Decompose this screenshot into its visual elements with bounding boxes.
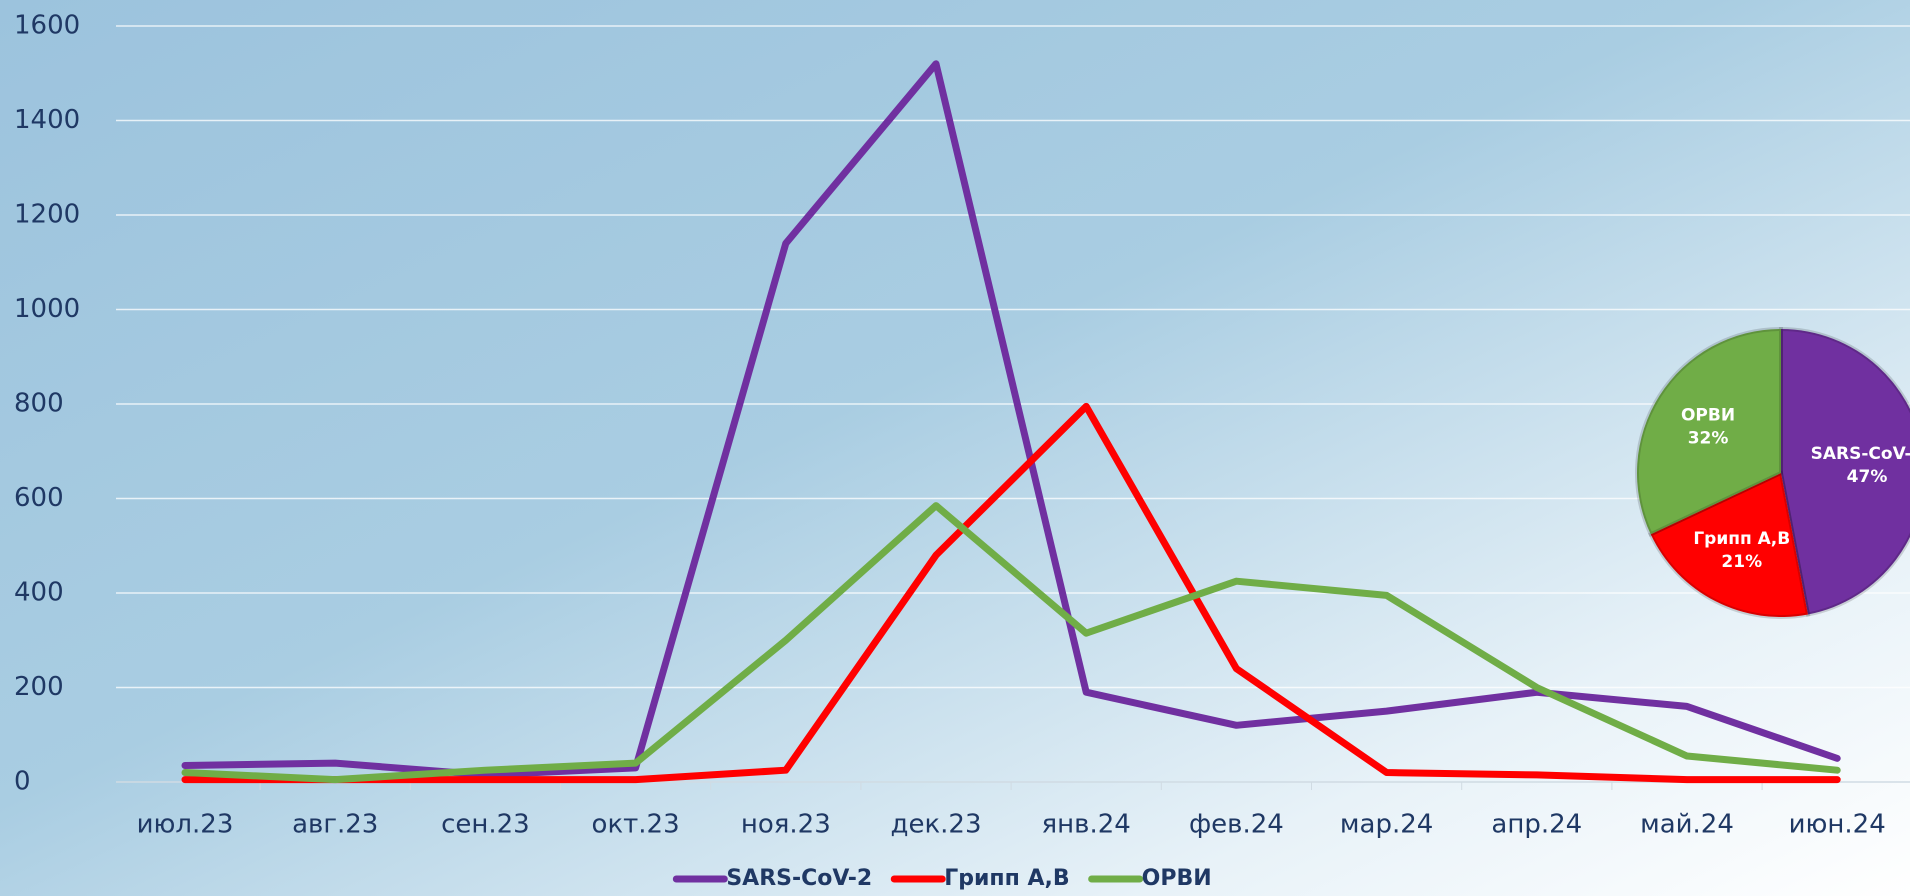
legend-label: ОРВИ xyxy=(1142,866,1212,891)
page: {"chart_data": [ {"type": "line", "categ… xyxy=(0,0,1910,896)
x-tick-label: фев.24 xyxy=(1189,810,1284,840)
x-tick-label: сен.23 xyxy=(441,810,530,840)
pie-label-name: ОРВИ xyxy=(1681,406,1735,426)
y-tick-label: 600 xyxy=(14,483,64,513)
y-tick-label: 1600 xyxy=(14,11,80,41)
y-tick-label: 0 xyxy=(14,767,31,797)
y-tick-label: 200 xyxy=(14,672,64,702)
y-tick-label: 1200 xyxy=(14,200,80,230)
pie-label-value: 32% xyxy=(1688,429,1729,449)
x-tick-label: июл.23 xyxy=(137,810,234,840)
x-tick-label: янв.24 xyxy=(1042,810,1131,840)
x-tick-label: окт.23 xyxy=(592,810,680,840)
x-tick-label: мар.24 xyxy=(1340,810,1433,840)
pie-label-name: SARS-CoV-2 xyxy=(1811,444,1910,464)
pie-label-name: Грипп А,В xyxy=(1693,529,1790,549)
x-tick-label: май.24 xyxy=(1640,810,1734,840)
legend-label: SARS-CoV-2 xyxy=(726,866,872,891)
x-tick-label: июн.24 xyxy=(1789,810,1886,840)
y-tick-label: 1400 xyxy=(14,105,80,135)
pie-label-value: 47% xyxy=(1847,467,1888,487)
y-tick-label: 1000 xyxy=(14,294,80,324)
pie-label-value: 21% xyxy=(1721,552,1762,572)
legend-label: Грипп А,В xyxy=(944,866,1069,891)
y-tick-label: 400 xyxy=(14,578,64,608)
x-tick-label: апр.24 xyxy=(1491,810,1582,840)
chart: 0 200 400 600 800 1000 1200 1400 1600 июл.23 авг.2… xyxy=(0,0,1910,896)
x-tick-label: ноя.23 xyxy=(741,810,831,840)
y-tick-label: 800 xyxy=(14,389,64,419)
x-tick-label: дек.23 xyxy=(890,810,981,840)
x-tick-label: авг.23 xyxy=(292,810,378,840)
